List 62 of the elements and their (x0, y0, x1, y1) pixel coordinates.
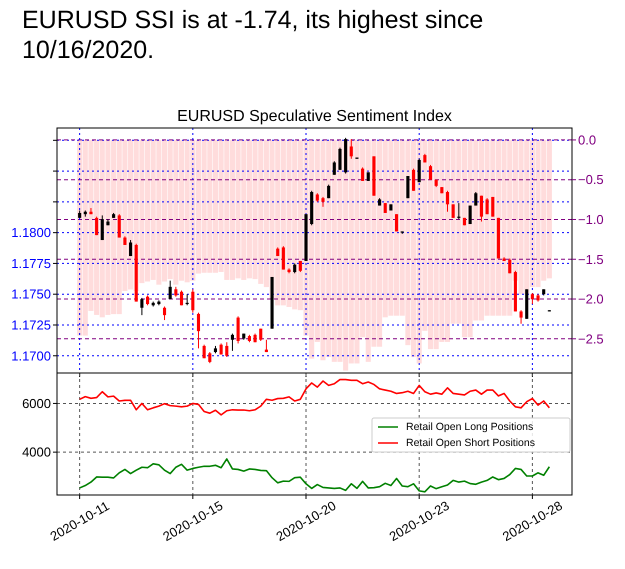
candlestick (418, 158, 421, 183)
candlestick (457, 202, 460, 220)
y-tick-label: 1.1775 (11, 256, 51, 271)
candlestick (350, 138, 353, 160)
candlestick (100, 214, 104, 241)
candlestick (530, 292, 534, 305)
candlestick (282, 246, 285, 270)
candlestick (95, 216, 98, 236)
y-tick-label: 6000 (22, 396, 51, 411)
candlestick (361, 166, 364, 182)
candlestick (452, 204, 455, 218)
candlestick (236, 316, 240, 344)
y-tick-label: 4000 (22, 444, 51, 460)
candlestick (162, 306, 166, 321)
candlestick (428, 164, 432, 180)
y-tick-label: 1.1750 (11, 286, 51, 302)
candlestick (146, 294, 150, 306)
legend-label: Retail Open Short Positions (406, 437, 535, 449)
candlestick (230, 333, 234, 352)
y2-tick-label: −1.5 (578, 252, 604, 267)
candlestick (259, 328, 262, 342)
y2-tick-label: −0.5 (578, 172, 604, 188)
y2-tick-label: −2.0 (578, 292, 604, 307)
candlestick (118, 214, 121, 238)
y-tick-label: 1.1725 (11, 317, 51, 332)
candlestick (486, 198, 489, 215)
candlestick (264, 339, 268, 353)
y-tick-label: 1.1800 (11, 225, 51, 240)
candlestick (480, 195, 484, 222)
y2-tick-label: −2.5 (578, 331, 604, 346)
y-tick-label: 1.1700 (11, 348, 51, 364)
y2-tick-label: −1.0 (578, 212, 604, 227)
candlestick (225, 342, 228, 358)
chart-title: EURUSD SSI is at -1.74, its highest since 10/16/2020. (22, 6, 484, 64)
chart-subtitle: EURUSD Speculative Sentiment Index (177, 108, 452, 125)
candlestick (168, 280, 172, 300)
candlestick (174, 286, 178, 298)
candlestick (140, 297, 144, 316)
candlestick (332, 160, 336, 176)
candlestick (395, 214, 398, 232)
candlestick (508, 258, 512, 274)
legend-label: Retail Open Long Positions (406, 421, 534, 433)
candlestick (468, 205, 472, 225)
candlestick (196, 312, 200, 349)
line-series (78, 378, 550, 416)
candlestick (202, 344, 206, 359)
y2-tick-label: 0.0 (578, 132, 596, 148)
candlestick (520, 310, 523, 324)
candlestick (208, 352, 212, 364)
candlestick (321, 196, 325, 208)
candlestick (180, 290, 184, 306)
candlestick (191, 288, 194, 314)
candlestick (446, 190, 450, 212)
candlestick (129, 240, 132, 257)
candlestick (327, 184, 330, 199)
candlestick (406, 176, 410, 199)
candlestick (384, 202, 387, 214)
candlestick (338, 147, 342, 170)
line-series (78, 458, 550, 493)
candlestick (293, 262, 296, 274)
candlestick (412, 168, 416, 192)
candlestick (474, 192, 478, 206)
